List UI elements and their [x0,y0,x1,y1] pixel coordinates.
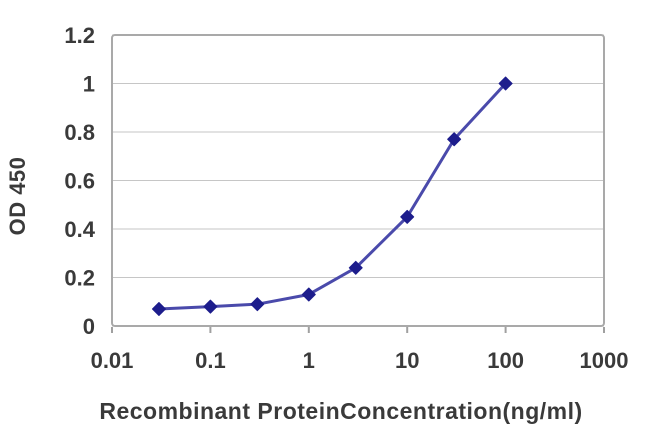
data-point-marker [301,287,316,302]
y-tick-label: 0 [83,314,95,339]
y-tick-label: 1 [83,72,95,97]
y-tick-label: 0.6 [64,169,95,194]
series-line [157,82,508,311]
x-axis-title: Recombinant ProteinConcentration(ng/ml) [99,398,583,424]
x-tick-label: 0.1 [195,348,226,373]
data-point-marker [400,209,415,224]
x-tick-label: 0.01 [91,348,134,373]
x-tick-label: 100 [487,348,524,373]
plot-border [111,34,605,327]
y-tick-label: 1.2 [64,23,95,48]
data-point-marker [447,132,462,147]
y-axis-title: OD 450 [5,156,30,236]
data-point-marker [151,302,166,317]
y-tick-label: 0.8 [64,120,95,145]
data-point-marker [498,76,513,91]
x-tick-label: 10 [395,348,419,373]
y-tick-label: 0.2 [64,266,95,291]
x-tick-label: 1 [303,348,315,373]
data-point-marker [348,260,363,275]
data-point-marker [250,297,265,312]
x-tick-label: 1000 [580,348,629,373]
data-point-marker [203,299,218,314]
y-tick-label: 0.4 [64,217,95,242]
